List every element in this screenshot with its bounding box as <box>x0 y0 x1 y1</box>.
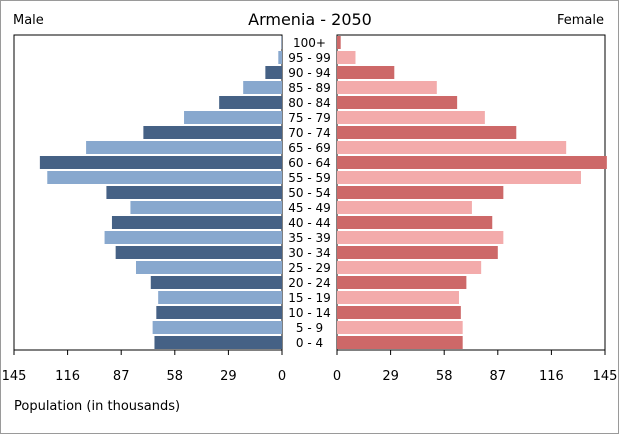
x-axis-title: Population (in thousands) <box>14 399 180 414</box>
male-bar-50-54 <box>106 186 283 199</box>
female-axis-tick-label: 116 <box>539 369 564 384</box>
age-group-label: 0 - 4 <box>296 336 323 350</box>
female-bar-70-74 <box>337 126 517 139</box>
female-bar-50-54 <box>337 186 504 199</box>
female-bar-80-84 <box>337 96 458 109</box>
female-bar-45-49 <box>337 201 472 214</box>
male-bar-80-84 <box>219 96 282 109</box>
age-group-label: 60 - 64 <box>288 156 331 170</box>
female-bar-85-89 <box>337 81 437 94</box>
age-group-label: 75 - 79 <box>288 111 331 125</box>
age-group-label: 35 - 39 <box>288 231 331 245</box>
female-axis-tick-label: 0 <box>333 369 341 384</box>
male-bar-60-64 <box>39 156 283 169</box>
female-bar-60-64 <box>337 156 607 169</box>
male-axis-tick-label: 29 <box>220 369 237 384</box>
female-bar-15-19 <box>337 291 459 304</box>
male-bar-45-49 <box>130 201 282 214</box>
female-bar-25-29 <box>337 261 482 274</box>
male-bar-15-19 <box>158 291 282 304</box>
age-group-label: 100+ <box>293 36 326 50</box>
age-group-label: 15 - 19 <box>288 291 331 305</box>
female-bar-65-69 <box>337 141 567 154</box>
female-bar-90-94 <box>337 66 395 79</box>
female-bar-30-34 <box>337 246 498 259</box>
age-group-label: 80 - 84 <box>288 96 331 110</box>
female-label: Female <box>557 13 604 28</box>
female-axis-tick-label: 145 <box>593 369 618 384</box>
age-group-label: 65 - 69 <box>288 141 331 155</box>
male-bar-100+ <box>281 36 282 49</box>
male-bar-55-59 <box>47 171 282 184</box>
age-group-label: 70 - 74 <box>288 126 331 140</box>
male-bar-30-34 <box>115 246 282 259</box>
female-bar-55-59 <box>337 171 581 184</box>
female-axis-tick-label: 58 <box>436 369 453 384</box>
male-axis-tick-label: 87 <box>113 369 130 384</box>
male-label: Male <box>13 13 44 28</box>
female-bar-10-14 <box>337 306 461 319</box>
age-group-label: 40 - 44 <box>288 216 331 230</box>
age-group-label: 20 - 24 <box>288 276 331 290</box>
age-group-label: 90 - 94 <box>288 66 331 80</box>
female-bar-40-44 <box>337 216 493 229</box>
male-bar-25-29 <box>135 261 282 274</box>
female-bar-20-24 <box>337 276 467 289</box>
female-axis-tick-label: 29 <box>382 369 399 384</box>
age-group-label: 25 - 29 <box>288 261 331 275</box>
age-group-label: 30 - 34 <box>288 246 331 260</box>
age-group-label: 85 - 89 <box>288 81 331 95</box>
male-bar-5-9 <box>152 321 282 334</box>
female-bar-75-79 <box>337 111 485 124</box>
female-axis-tick-label: 87 <box>490 369 507 384</box>
age-group-label: 55 - 59 <box>288 171 331 185</box>
female-bar-5-9 <box>337 321 463 334</box>
male-bar-35-39 <box>104 231 282 244</box>
male-bar-90-94 <box>265 66 282 79</box>
age-group-label: 10 - 14 <box>288 306 331 320</box>
male-axis-tick-label: 116 <box>55 369 80 384</box>
female-bar-0-4 <box>337 336 463 349</box>
male-bar-0-4 <box>154 336 282 349</box>
age-group-label: 95 - 99 <box>288 51 331 65</box>
male-bar-20-24 <box>150 276 282 289</box>
female-bar-95-99 <box>337 51 356 64</box>
male-bar-70-74 <box>143 126 282 139</box>
male-bar-10-14 <box>156 306 282 319</box>
chart-title: Armenia - 2050 <box>248 10 372 29</box>
age-group-label: 5 - 9 <box>296 321 323 335</box>
age-group-label: 50 - 54 <box>288 186 331 200</box>
male-bar-85-89 <box>243 81 282 94</box>
female-bar-100+ <box>337 36 341 49</box>
male-axis-tick-label: 145 <box>2 369 27 384</box>
age-group-label: 45 - 49 <box>288 201 331 215</box>
male-axis-tick-label: 58 <box>167 369 184 384</box>
male-bar-40-44 <box>111 216 282 229</box>
male-bar-95-99 <box>278 51 282 64</box>
female-bar-35-39 <box>337 231 504 244</box>
male-bar-75-79 <box>184 111 282 124</box>
male-axis-tick-label: 0 <box>278 369 286 384</box>
male-bar-65-69 <box>86 141 282 154</box>
